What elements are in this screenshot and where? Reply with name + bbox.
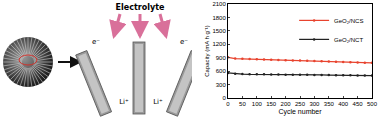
svg-text:Electrolyte: Electrolyte xyxy=(116,3,165,12)
svg-text:250: 250 xyxy=(295,101,306,107)
svg-text:2100: 2100 xyxy=(212,1,226,7)
svg-text:e⁻: e⁻ xyxy=(92,38,100,46)
svg-text:Li⁺: Li⁺ xyxy=(153,98,163,106)
svg-text:350: 350 xyxy=(324,101,335,107)
svg-text:GeO₂/NCS: GeO₂/NCS xyxy=(334,18,363,24)
svg-text:500: 500 xyxy=(367,101,378,107)
svg-text:Cycle number: Cycle number xyxy=(278,108,322,116)
svg-text:150: 150 xyxy=(266,101,277,107)
svg-text:1200: 1200 xyxy=(212,41,226,47)
svg-text:Li⁺: Li⁺ xyxy=(119,98,129,106)
svg-text:600: 600 xyxy=(216,68,227,74)
svg-text:1800: 1800 xyxy=(212,15,226,21)
svg-text:0: 0 xyxy=(226,101,230,107)
svg-text:GeO₂/NCT: GeO₂/NCT xyxy=(334,37,363,43)
svg-text:450: 450 xyxy=(353,101,364,107)
svg-text:50: 50 xyxy=(239,101,246,107)
svg-text:300: 300 xyxy=(216,82,227,88)
svg-text:100: 100 xyxy=(252,101,263,107)
svg-text:0: 0 xyxy=(222,95,226,101)
svg-text:1500: 1500 xyxy=(212,28,226,34)
svg-text:200: 200 xyxy=(281,101,292,107)
svg-text:300: 300 xyxy=(309,101,320,107)
svg-text:900: 900 xyxy=(216,55,227,61)
svg-text:400: 400 xyxy=(338,101,349,107)
svg-text:Capacity (mA h g⁻¹): Capacity (mA h g⁻¹) xyxy=(204,25,210,77)
svg-text:e⁻: e⁻ xyxy=(180,38,188,46)
